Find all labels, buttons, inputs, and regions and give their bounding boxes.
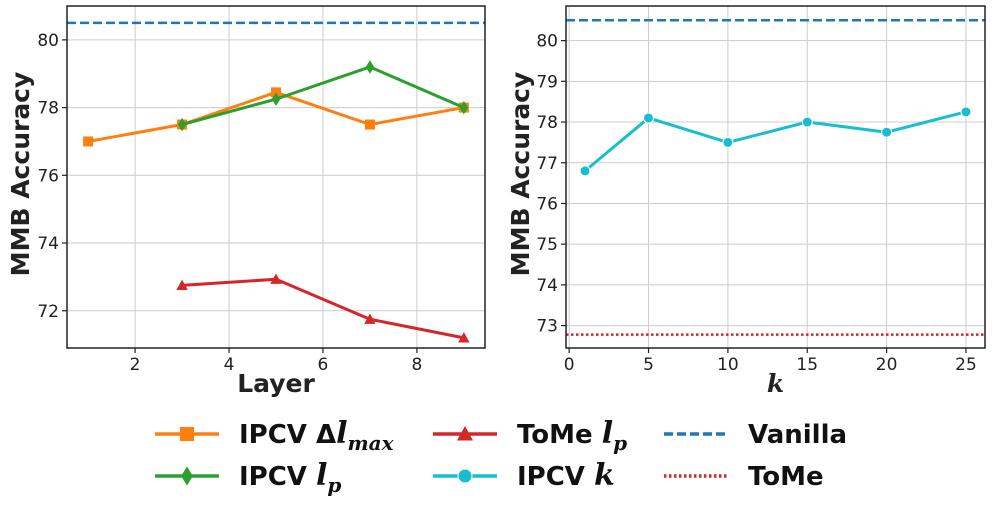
y-tick-label: 73: [536, 317, 558, 337]
legend-entry-tome: ToMe: [664, 462, 824, 492]
data-point-ipcv-l-p: [459, 100, 469, 115]
legend-entry-vanilla: Vanilla: [664, 420, 847, 450]
legend-marker: [457, 468, 473, 484]
plot-frame: [565, 5, 986, 349]
y-tick-label: 72: [37, 302, 59, 322]
series-line-tome-l-p: [181, 277, 465, 340]
y-tick-label: 76: [536, 194, 558, 214]
x-tick-label: 4: [224, 355, 235, 375]
data-point-ipcv-k: [722, 136, 734, 148]
data-point-ipcv-l-max: [271, 87, 281, 98]
legend-marker: [181, 466, 193, 486]
x-tick-label: 15: [796, 355, 818, 375]
data-point-ipcv-k: [960, 106, 972, 118]
y-tick-label: 76: [37, 166, 59, 186]
data-point-ipcv-k: [801, 116, 813, 128]
y-tick-label: 79: [536, 72, 558, 92]
x-tick-label: 5: [643, 355, 654, 375]
legend-label: IPCV k: [517, 458, 615, 493]
data-point-ipcv-l-p: [271, 92, 281, 106]
x-axis-label: k: [767, 369, 784, 398]
legend-label: IPCV Δlmax: [239, 416, 395, 455]
y-axis-label: MMB Accuracy: [506, 72, 535, 277]
x-tick-label: 25: [955, 355, 977, 375]
legend-marker: [180, 427, 194, 441]
data-point-ipcv-k: [881, 126, 893, 138]
legend-entry-tome-lp: ToMe lp: [433, 416, 627, 455]
data-point-ipcv-l-p: [177, 117, 187, 132]
legend-marker: [456, 425, 474, 441]
x-tick-label: 6: [318, 355, 329, 375]
legend-entry-ipcv-lp: IPCV lp: [155, 458, 341, 497]
y-tick-label: 78: [536, 113, 558, 133]
data-point-ipcv-l-max: [364, 119, 375, 130]
series-line-ipcv-k: [584, 110, 967, 173]
x-tick-label: 2: [130, 355, 141, 375]
plot-frame: [66, 5, 486, 349]
data-point-ipcv-l-max: [83, 136, 94, 147]
y-axis-label: MMB Accuracy: [6, 72, 35, 277]
data-point-tome-l-p: [458, 332, 470, 343]
y-tick-label: 74: [536, 276, 558, 296]
x-axis-label: Layer: [237, 369, 315, 398]
legend-label: ToMe lp: [517, 416, 627, 455]
data-point-ipcv-l-p: [365, 60, 375, 74]
data-point-ipcv-k: [643, 112, 655, 124]
y-tick-label: 77: [536, 154, 558, 174]
x-tick-label: 0: [564, 355, 575, 375]
chart-k: 0 5 10 15 20 25 73 74 75 76 77 78 79 80 k MMB Accuracy: [506, 5, 986, 398]
legend-label: Vanilla: [748, 420, 847, 450]
chart-layer: 2 4 6 8 72 74 76 78 80 Layer MMB Accuracy: [6, 5, 486, 398]
y-tick-label: 74: [37, 234, 59, 254]
legend-entry-ipcv-lmax: IPCV Δlmax: [155, 416, 395, 455]
x-tick-label: 8: [411, 355, 422, 375]
legend-entry-ipcv-k: IPCV k: [433, 458, 615, 493]
y-tick-label: 80: [536, 32, 558, 52]
y-tick-label: 75: [536, 235, 558, 255]
legend-label: IPCV lp: [239, 458, 341, 497]
x-tick-label: 10: [717, 355, 739, 375]
data-point-tome-l-p: [364, 313, 376, 324]
y-tick-label: 80: [37, 31, 59, 51]
series-line-ipcv-l-p: [181, 65, 465, 126]
data-point-tome-l-p: [270, 273, 282, 284]
data-point-ipcv-k: [579, 165, 591, 177]
y-tick-label: 78: [37, 99, 59, 119]
data-point-tome-l-p: [176, 279, 188, 290]
x-tick-label: 20: [876, 355, 898, 375]
legend-label: ToMe: [748, 462, 824, 492]
